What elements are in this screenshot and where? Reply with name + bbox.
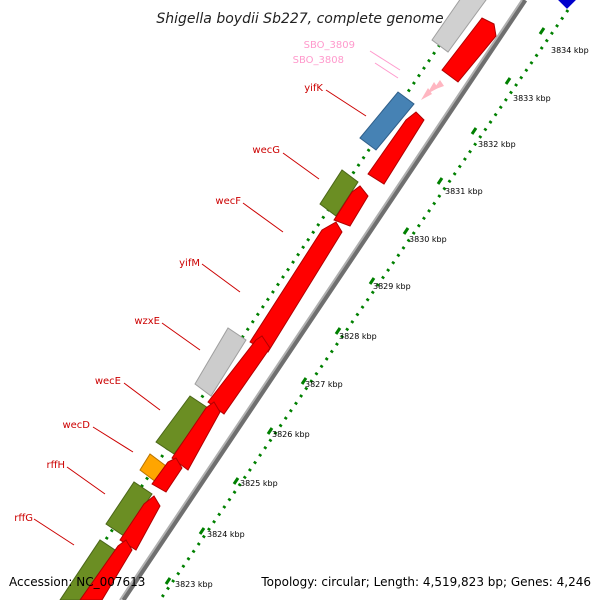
gene-label-wecF: wecF [215,196,241,207]
topology-text: Topology: circular; Length: 4,519,823 bp… [261,575,591,589]
ruler: 3834 kbp 3833 kbp 3832 kbp 3831 kbp 3830… [164,27,589,589]
leader-line [66,466,106,495]
map-title: Shigella boydii Sb227, complete genome [156,11,443,27]
gene-label-yifK: yifK [304,83,323,94]
gene-arrow[interactable] [79,539,133,600]
gene-label-rffH: rffH [46,460,65,471]
leader-line [123,382,161,411]
tick-label: 3827 kbp [305,380,343,389]
tick-mark [402,227,410,235]
tick-label: 3828 kbp [339,332,377,341]
gene-labels: SBO_3809 SBO_3808 yifK wecG wecF yifM wz… [14,40,355,524]
gene-wecG[interactable] [319,169,359,217]
gene-arrow[interactable] [171,401,221,471]
gene-label-wzxE: wzxE [134,316,160,327]
blue-marker [557,0,577,9]
tick-label: 3833 kbp [513,94,551,103]
leader-line [242,202,284,233]
gene-label-wecD: wecD [62,420,90,431]
gene-arrow[interactable] [333,185,369,227]
gene-label-rffG: rffG [14,513,33,524]
tick-mark [368,277,376,285]
tick-mark [334,327,342,335]
gene-gray-top[interactable] [431,0,487,53]
tick-label: 3830 kbp [409,235,447,244]
gene-label-SBO_3809: SBO_3809 [304,40,355,51]
tick-label: 3834 kbp [551,46,589,55]
gene-arrow[interactable] [249,221,343,353]
gene-rffH[interactable] [105,481,153,537]
tick-mark [504,77,512,85]
gene-label-SBO_3808: SBO_3808 [293,55,344,66]
gene-arrow[interactable] [151,457,183,493]
tick-label: 3825 kbp [240,479,278,488]
tick-mark [232,477,240,485]
inner-dotted-ruler [158,9,570,600]
pink-gene-arrow[interactable] [427,82,438,94]
leader-line [282,152,320,180]
leader-line [92,426,134,453]
tick-label: 3826 kbp [272,430,310,439]
tick-label: 3832 kbp [478,140,516,149]
tick-mark [266,427,274,435]
gene-arrow[interactable] [119,495,161,551]
gene-arrow[interactable] [441,17,497,83]
label-leaders [33,50,401,546]
tick-label: 3831 kbp [445,187,483,196]
gene-label-wecE: wecE [95,376,121,387]
leader-line [374,62,399,79]
gene-yifK[interactable] [359,91,415,151]
leader-line [325,89,367,117]
gene-arrow[interactable] [207,335,271,415]
tick-label: 3823 kbp [175,580,213,589]
gene-wzxE[interactable] [194,327,247,397]
gene-label-wecG: wecG [252,145,280,156]
pink-gene-arrow[interactable] [433,80,444,90]
leader-line [33,518,75,546]
genome-backbone [120,0,528,600]
gene-label-yifM: yifM [179,258,200,269]
leader-line [161,322,201,351]
tick-mark [198,527,206,535]
tick-mark [300,377,308,385]
forward-strand-track [59,0,487,600]
tick-label: 3824 kbp [207,530,245,539]
tick-label: 3829 kbp [373,282,411,291]
tick-mark [538,27,546,35]
tick-mark [436,177,444,185]
leader-line [369,50,401,71]
tick-mark [164,577,172,585]
small-pink-genes [421,80,444,100]
tick-mark [470,127,478,135]
leader-line [201,263,241,293]
accession-text: Accession: NC_007613 [9,575,146,589]
reverse-strand-track [79,17,497,600]
gene-arrow[interactable] [367,111,425,185]
